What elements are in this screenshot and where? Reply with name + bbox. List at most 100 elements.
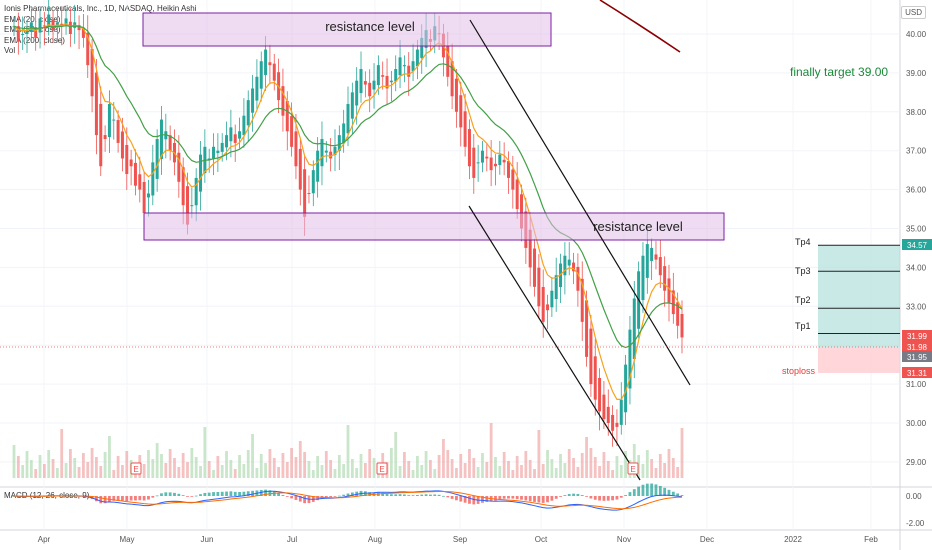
candle — [554, 275, 558, 300]
volume-bar — [95, 457, 98, 478]
macd-histogram-bar — [628, 492, 632, 496]
macd-histogram-bar — [134, 496, 137, 501]
macd-histogram-bar — [199, 494, 202, 496]
macd-histogram-bar — [602, 496, 606, 501]
candle — [411, 61, 415, 72]
macd-histogram-bar — [511, 496, 515, 499]
candle — [329, 151, 333, 159]
volume-bar — [363, 463, 367, 478]
volume-bar — [533, 469, 536, 478]
macd-histogram-bar — [446, 496, 450, 498]
candle — [125, 144, 129, 175]
candle — [515, 179, 519, 210]
volume-bar — [229, 460, 233, 478]
volume-bar — [641, 464, 645, 478]
macd-histogram-bar — [433, 494, 437, 496]
macd-histogram-bar — [303, 496, 307, 504]
candle — [112, 119, 116, 121]
candle — [264, 49, 268, 75]
volume-bar — [203, 427, 207, 478]
candle — [307, 193, 311, 195]
volume-bar — [407, 461, 411, 478]
macd-histogram-bar — [450, 496, 454, 499]
currency-label[interactable]: USD — [901, 6, 926, 19]
volume-bar — [125, 451, 129, 478]
volume-bar — [580, 453, 584, 478]
candle — [598, 378, 602, 412]
candle — [628, 329, 632, 389]
candle — [363, 81, 367, 85]
candle — [120, 131, 124, 159]
volume-bar — [476, 467, 480, 478]
candle — [212, 146, 216, 160]
macd-histogram-bar — [342, 494, 346, 496]
candle — [333, 146, 337, 156]
price-label-box — [902, 330, 932, 341]
x-tick-label: Jun — [201, 535, 214, 544]
volume-bar — [294, 457, 298, 478]
volume-bar — [51, 459, 55, 478]
macd-histogram-bar — [216, 491, 220, 496]
signal-line — [13, 491, 683, 510]
volume-bar — [316, 456, 320, 478]
macd-histogram-bar — [442, 495, 445, 497]
volume-bar — [420, 465, 424, 478]
volume-bar — [199, 466, 202, 478]
volume-bar — [459, 454, 463, 478]
volume-bar — [563, 463, 567, 478]
macd-histogram-bar — [95, 496, 98, 502]
candle — [90, 48, 94, 97]
y-tick-label: 38.00 — [906, 108, 927, 117]
candle — [320, 139, 324, 167]
volume-bar — [342, 464, 346, 478]
volume-bar — [47, 450, 51, 478]
candle — [480, 150, 484, 163]
volume-bar — [611, 470, 614, 478]
volume-bar — [251, 434, 254, 478]
candle — [294, 131, 298, 167]
volume-bar — [42, 464, 46, 478]
macd-histogram-bar — [619, 496, 623, 498]
macd-histogram-bar — [567, 494, 571, 496]
x-tick-label: Sep — [453, 535, 468, 544]
macd-histogram-bar — [524, 496, 528, 501]
volume-bar — [520, 465, 523, 478]
candle — [402, 65, 406, 67]
candle — [233, 134, 237, 143]
macd-histogram-bar — [572, 493, 575, 496]
volume-bar — [502, 452, 506, 478]
candle — [94, 72, 98, 136]
x-tick-label: Dec — [700, 535, 714, 544]
volume-bar — [550, 459, 554, 478]
volume-bar — [212, 470, 215, 478]
candle — [116, 120, 120, 143]
macd-histogram-bar — [242, 491, 246, 496]
volume-bar — [416, 456, 419, 478]
candle — [385, 75, 389, 89]
candle — [415, 49, 419, 67]
x-tick-label: 2022 — [784, 535, 802, 544]
candle — [186, 186, 190, 225]
volume-bar — [528, 460, 532, 478]
macd-histogram-bar — [637, 486, 641, 496]
macd-histogram-bar — [229, 491, 233, 496]
volume-bar — [541, 464, 545, 478]
macd-histogram-bar — [389, 494, 393, 496]
volume-bar — [220, 465, 224, 478]
candle — [225, 135, 229, 148]
macd-histogram-bar — [437, 494, 441, 496]
volume-bar — [507, 461, 510, 478]
volume-bar — [285, 462, 289, 478]
volume-bar — [424, 451, 428, 478]
volume-bar — [632, 444, 636, 478]
candle — [420, 37, 424, 58]
price-label-box — [902, 351, 932, 362]
macd-histogram-bar — [580, 495, 584, 496]
macd-histogram-bar — [220, 491, 224, 496]
volume-bar — [268, 449, 272, 478]
macd-histogram-bar — [155, 495, 159, 497]
candle — [368, 82, 372, 97]
macd-histogram-bar — [632, 489, 636, 496]
macd-tick-label: 0.00 — [906, 492, 922, 501]
